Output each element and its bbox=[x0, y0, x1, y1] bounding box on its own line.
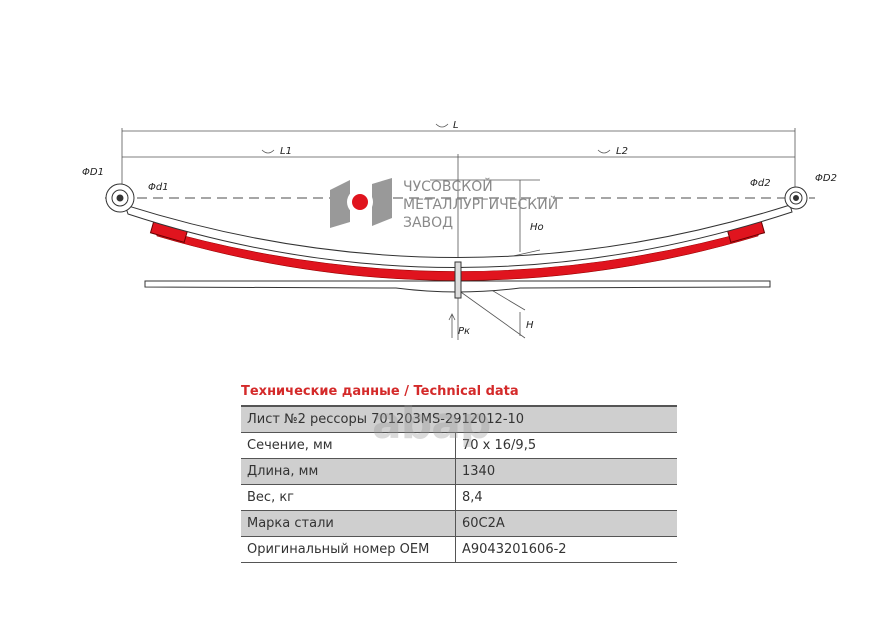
label-Pk: Pк bbox=[458, 326, 470, 337]
table-row: Марка стали 60С2А bbox=[241, 510, 677, 537]
label-L2: L2 bbox=[616, 146, 628, 157]
company-logo: ЧУСОВСКОЙ МЕТАЛЛУРГИЧЕСКИЙ ЗАВОД bbox=[330, 177, 558, 231]
row-label: Длина, мм bbox=[241, 458, 456, 485]
red-leaf bbox=[154, 227, 761, 281]
watermark: abap bbox=[372, 398, 491, 449]
center-bolt bbox=[454, 261, 462, 299]
row-value: A9043201606-2 bbox=[455, 536, 677, 563]
row-label: Марка стали bbox=[241, 510, 456, 537]
table-header: Лист №2 рессоры 701203MS-2912012-10 bbox=[241, 405, 677, 433]
left-eye bbox=[105, 183, 135, 213]
table-row: Оригинальный номер OEM A9043201606-2 bbox=[241, 536, 677, 563]
label-D2: ΦD2 bbox=[815, 173, 837, 184]
row-label: Сечение, мм bbox=[241, 432, 456, 459]
label-d1: Φd1 bbox=[148, 182, 169, 193]
label-L: L bbox=[453, 120, 459, 131]
main-leaf bbox=[124, 204, 793, 268]
right-eye bbox=[784, 186, 808, 210]
svg-text:МЕТАЛЛУРГИЧЕСКИЙ: МЕТАЛЛУРГИЧЕСКИЙ bbox=[403, 195, 558, 213]
row-label: Оригинальный номер OEM bbox=[241, 536, 456, 563]
label-L1: L1 bbox=[280, 146, 292, 157]
svg-text:ЧУСОВСКОЙ: ЧУСОВСКОЙ bbox=[403, 177, 493, 195]
table-row: Длина, мм 1340 bbox=[241, 458, 677, 485]
row-value: 60С2А bbox=[455, 510, 677, 537]
technical-data-table: Лист №2 рессоры 701203MS-2912012-10 Сече… bbox=[241, 405, 677, 563]
label-d2: Φd2 bbox=[750, 178, 771, 189]
row-value: 70 x 16/9,5 bbox=[455, 432, 677, 459]
row-label: Вес, кг bbox=[241, 484, 456, 511]
table-row: Сечение, мм 70 x 16/9,5 bbox=[241, 432, 677, 459]
table-row: Лист №2 рессоры 701203MS-2912012-10 bbox=[241, 405, 677, 433]
label-H: H bbox=[526, 320, 534, 331]
table-row: Вес, кг 8,4 bbox=[241, 484, 677, 511]
row-value: 8,4 bbox=[455, 484, 677, 511]
label-Ho: Ho bbox=[530, 222, 544, 233]
svg-text:ЗАВОД: ЗАВОД bbox=[403, 215, 453, 231]
table-title: Технические данные / Technical data bbox=[241, 384, 519, 399]
label-D1: ΦD1 bbox=[82, 167, 104, 178]
row-value: 1340 bbox=[455, 458, 677, 485]
